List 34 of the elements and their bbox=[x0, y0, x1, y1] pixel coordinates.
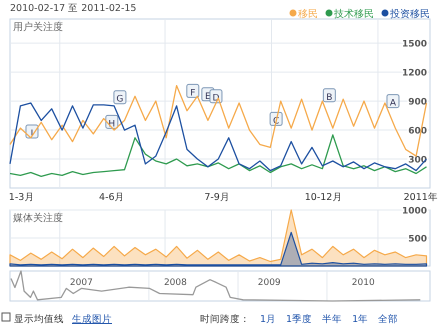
annotation: G bbox=[116, 94, 124, 105]
y-tick-label: 500 bbox=[408, 234, 427, 244]
y-tick-label: 900 bbox=[408, 98, 427, 108]
x-tick-label: 7-9月 bbox=[204, 192, 230, 203]
annotation: A bbox=[390, 98, 397, 109]
text: 1月 bbox=[260, 314, 276, 325]
y-tick-label: 1200 bbox=[402, 68, 427, 79]
text: 全部 bbox=[378, 313, 398, 325]
y-tick-label: 1000 bbox=[402, 206, 427, 216]
text: 1季度 bbox=[286, 313, 312, 325]
legend-label: 移民 bbox=[298, 8, 318, 20]
x-tick-label: 2008 bbox=[164, 278, 188, 288]
legend-label: 技术移民 bbox=[333, 8, 374, 20]
x-tick-label: 10-12月 bbox=[304, 192, 342, 203]
text: 2010-02-17 至 2011-02-15 bbox=[10, 3, 136, 14]
legend-label: 投资移民 bbox=[389, 8, 430, 20]
x-tick-label: 2011年 bbox=[404, 191, 438, 203]
text: 显示均值线 bbox=[14, 313, 64, 325]
annotation: B bbox=[326, 92, 332, 103]
annotation: F bbox=[190, 88, 196, 98]
x-tick-label: 2007 bbox=[70, 278, 93, 288]
text: 半年 bbox=[322, 313, 342, 325]
line-series bbox=[9, 84, 428, 157]
y-tick-label: 1500 bbox=[402, 40, 427, 50]
line-series bbox=[9, 134, 428, 178]
text: 1年 bbox=[352, 313, 368, 325]
text: 生成图片 bbox=[72, 313, 112, 325]
x-tick-label: 2010 bbox=[352, 278, 375, 288]
chart-title: 用户关注度 bbox=[13, 21, 63, 33]
text: 时间跨度： bbox=[200, 313, 250, 325]
x-tick-label: 4-6月 bbox=[99, 192, 125, 203]
x-tick-label: 2009 bbox=[258, 278, 281, 288]
x-tick-label: 1-3月 bbox=[8, 192, 34, 203]
chart-title: 媒体关注度 bbox=[13, 212, 63, 224]
